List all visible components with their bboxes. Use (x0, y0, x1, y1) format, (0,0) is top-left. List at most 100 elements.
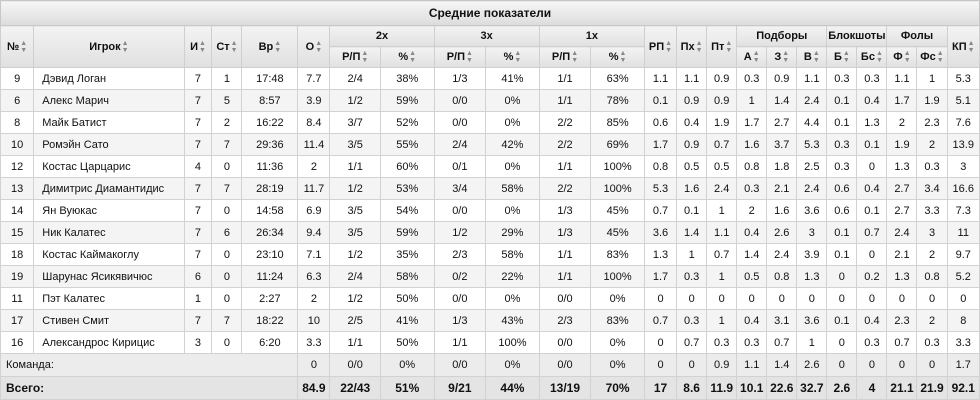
sort-arrows-icon[interactable]: ▲ ▼ (198, 39, 206, 54)
stat-cell: 58% (485, 177, 540, 200)
stat-cell: 0 (796, 287, 828, 310)
player-name-link[interactable]: Димитрис Диамантидис (33, 177, 185, 200)
stat-cell: 7 (183, 111, 213, 134)
player-name-link[interactable]: Костас Царцарис (33, 155, 185, 178)
stat-cell: 0.4 (856, 177, 888, 200)
col-header-steals[interactable]: Пх▲ ▼ (676, 25, 708, 68)
stat-cell: 1.7 (736, 111, 768, 134)
col-header-turnovers[interactable]: Пт▲ ▼ (706, 25, 738, 68)
col-header-ft-pct[interactable]: %▲ ▼ (590, 46, 645, 68)
player-number: 17 (0, 309, 35, 332)
stat-cell: 3 (796, 221, 828, 244)
stat-cell: 1 (916, 67, 948, 90)
col-header-assists[interactable]: РП▲ ▼ (643, 25, 678, 68)
sort-arrows-icon[interactable]: ▲ ▼ (315, 39, 323, 54)
stat-cell: 6.3 (297, 265, 331, 288)
col-header-fg2[interactable]: Р/П▲ ▼ (329, 46, 381, 68)
stat-cell: 0% (485, 89, 540, 112)
stat-cell: 0.6 (643, 111, 678, 134)
sort-arrows-icon[interactable]: ▲ ▼ (230, 39, 238, 54)
stat-cell: 1.1 (886, 67, 918, 90)
group-header-free-throws: 1х (538, 25, 645, 47)
stat-cell: 2.4 (766, 243, 798, 266)
stat-cell: 26:34 (241, 221, 299, 244)
col-header-starts[interactable]: Ст▲ ▼ (211, 25, 243, 68)
player-name-link[interactable]: Александрос Кирицис (33, 331, 185, 354)
player-name-link[interactable]: Ник Калатес (33, 221, 185, 244)
table-title: Средние показатели (0, 0, 980, 26)
stat-cell: 60% (379, 155, 435, 178)
stat-cell: 0 (706, 287, 738, 310)
col-header-ft[interactable]: Р/П▲ ▼ (538, 46, 592, 68)
total-cell: 22.6 (766, 376, 798, 400)
stat-cell: 0.7 (706, 243, 738, 266)
player-name-link[interactable]: Ян Вуюкас (33, 199, 185, 222)
col-header-fg2-pct[interactable]: %▲ ▼ (379, 46, 435, 68)
col-header-efficiency[interactable]: КП▲ ▼ (946, 25, 980, 68)
sort-arrows-icon[interactable]: ▲ ▼ (514, 50, 522, 64)
sort-arrows-icon[interactable]: ▲ ▼ (361, 50, 369, 64)
sort-arrows-icon[interactable]: ▲ ▼ (409, 50, 417, 64)
stat-cell: 0% (590, 287, 645, 310)
sort-arrows-icon[interactable]: ▲ ▼ (752, 50, 760, 64)
player-name-link[interactable]: Стивен Смит (33, 309, 185, 332)
player-name-link[interactable]: Костас Каймакоглу (33, 243, 185, 266)
stat-cell: 63% (590, 67, 645, 90)
col-header-blocked[interactable]: Бс▲ ▼ (856, 46, 888, 68)
sort-arrows-icon[interactable]: ▲ ▼ (812, 50, 820, 64)
stat-cell: 0 (643, 331, 678, 354)
player-name-link[interactable]: Майк Батист (33, 111, 185, 134)
group-header-three-pointers: 3х (433, 25, 540, 47)
col-header-fg3-pct[interactable]: %▲ ▼ (485, 46, 540, 68)
sort-arrows-icon[interactable]: ▲ ▼ (466, 50, 473, 64)
col-header-minutes[interactable]: Вр▲ ▼ (241, 25, 299, 68)
sort-arrows-icon[interactable]: ▲ ▼ (967, 39, 975, 54)
player-name-link[interactable]: Дэвид Логан (33, 67, 185, 90)
col-header-tot-reb[interactable]: В▲ ▼ (796, 46, 828, 68)
col-header-player[interactable]: Игрок▲ ▼ (33, 25, 185, 68)
col-header-fouls[interactable]: Ф▲ ▼ (886, 46, 918, 68)
table-row: 13 Димитрис Диамантидис 7 7 28:19 11.7 1/2 53% 3… (0, 177, 980, 200)
stat-cell: 0/0 (433, 199, 487, 222)
col-header-points[interactable]: О▲ ▼ (297, 25, 331, 68)
col-header-number[interactable]: №▲ ▼ (0, 25, 35, 68)
sort-arrows-icon[interactable]: ▲ ▼ (619, 50, 627, 64)
player-name-link[interactable]: Ромэйн Сато (33, 133, 185, 156)
sort-arrows-icon[interactable]: ▲ ▼ (121, 39, 129, 54)
player-name-link[interactable]: Пэт Калатес (33, 287, 185, 310)
stat-cell: 0 (643, 287, 678, 310)
sort-arrows-icon[interactable]: ▲ ▼ (274, 39, 282, 54)
total-cell: 13/19 (538, 376, 592, 400)
col-header-games[interactable]: И▲ ▼ (183, 25, 213, 68)
stat-cell: 100% (590, 265, 645, 288)
stat-cell: 0.3 (856, 331, 888, 354)
sort-arrows-icon[interactable]: ▲ ▼ (875, 50, 883, 64)
group-header-blocks: Блокшоты (826, 25, 888, 47)
stat-cell: 1/1 (329, 331, 381, 354)
sort-arrows-icon[interactable]: ▲ ▼ (782, 50, 790, 64)
sort-arrows-icon[interactable]: ▲ ▼ (20, 39, 28, 54)
stat-cell: 85% (590, 111, 645, 134)
sort-arrows-icon[interactable]: ▲ ▼ (903, 50, 911, 64)
stat-cell: 14:58 (241, 199, 299, 222)
stat-cell: 1/2 (329, 243, 381, 266)
stat-cell: 1/2 (329, 177, 381, 200)
stat-cell: 0/0 (433, 287, 487, 310)
sort-arrows-icon[interactable]: ▲ ▼ (571, 50, 579, 64)
sort-arrows-icon[interactable]: ▲ ▼ (936, 50, 944, 64)
stat-cell: 2/4 (329, 67, 381, 90)
sort-arrows-icon[interactable]: ▲ ▼ (842, 50, 850, 64)
col-header-fg3[interactable]: Р/П▲ ▼ (433, 46, 487, 68)
sort-arrows-icon[interactable]: ▲ ▼ (695, 39, 703, 54)
col-header-off-reb[interactable]: А▲ ▼ (736, 46, 768, 68)
stat-cell: 69% (590, 133, 645, 156)
player-name-link[interactable]: Шарунас Ясикявичюс (33, 265, 185, 288)
col-header-blocks[interactable]: Б▲ ▼ (826, 46, 858, 68)
col-header-def-reb[interactable]: З▲ ▼ (766, 46, 798, 68)
stat-cell: 0.6 (826, 199, 858, 222)
sort-arrows-icon[interactable]: ▲ ▼ (725, 39, 733, 54)
stat-cell: 1.7 (886, 89, 918, 112)
col-header-fouls-drawn[interactable]: Фс▲ ▼ (916, 46, 948, 68)
player-name-link[interactable]: Алекс Марич (33, 89, 185, 112)
sort-arrows-icon[interactable]: ▲ ▼ (665, 39, 673, 54)
